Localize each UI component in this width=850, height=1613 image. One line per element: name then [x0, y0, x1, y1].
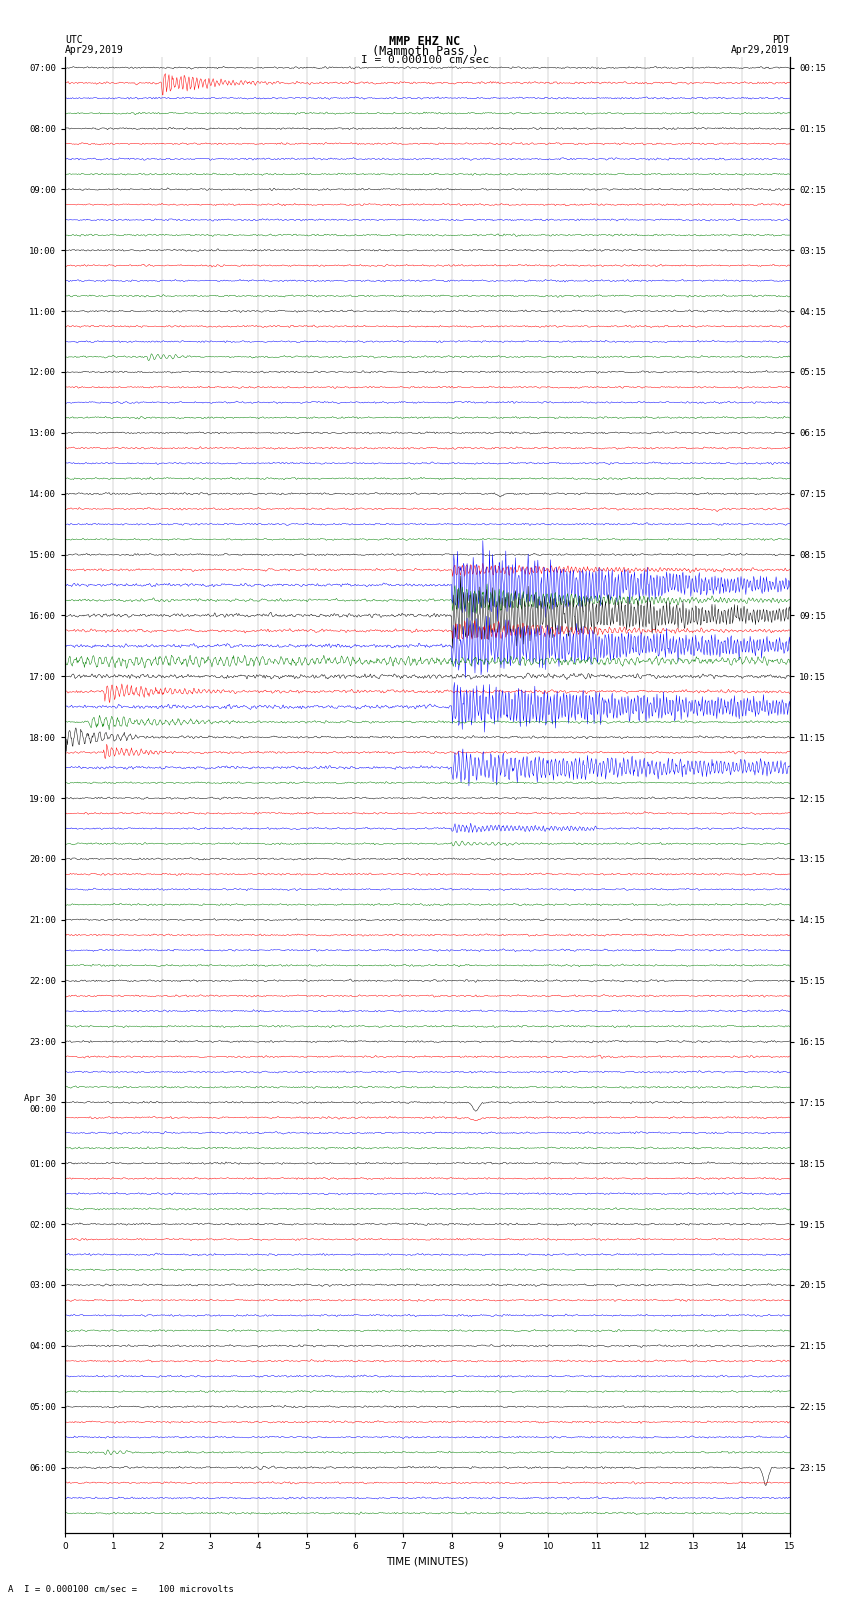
- Text: UTC: UTC: [65, 35, 82, 45]
- Text: MMP EHZ NC: MMP EHZ NC: [389, 35, 461, 48]
- Text: Apr29,2019: Apr29,2019: [731, 45, 790, 55]
- Text: PDT: PDT: [773, 35, 790, 45]
- Text: (Mammoth Pass ): (Mammoth Pass ): [371, 45, 479, 58]
- Text: Apr29,2019: Apr29,2019: [65, 45, 124, 55]
- X-axis label: TIME (MINUTES): TIME (MINUTES): [386, 1557, 468, 1566]
- Text: I = 0.000100 cm/sec: I = 0.000100 cm/sec: [361, 55, 489, 65]
- Text: A  I = 0.000100 cm/sec =    100 microvolts: A I = 0.000100 cm/sec = 100 microvolts: [8, 1584, 235, 1594]
